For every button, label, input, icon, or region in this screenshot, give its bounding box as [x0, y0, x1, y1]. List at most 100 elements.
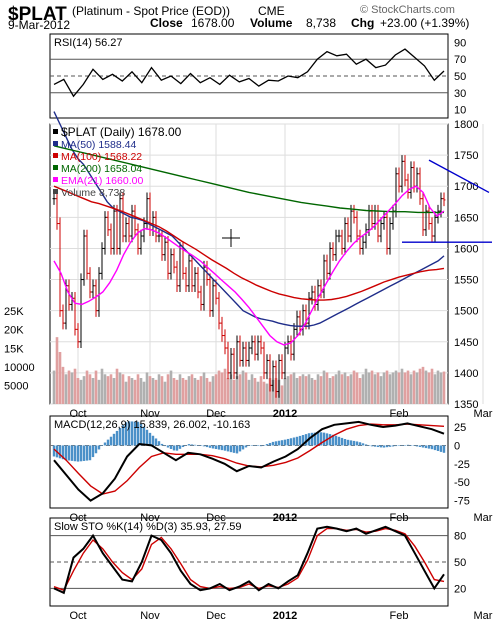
macd-histogram-bar [313, 432, 317, 446]
volume-bar [361, 374, 365, 404]
price-legend-entry: MA(50) 1588.44 [61, 139, 136, 151]
volume-bar [301, 374, 305, 404]
macd-histogram-bar [52, 445, 56, 457]
rsi-tick-label: 30 [454, 88, 466, 100]
volume-bar [370, 370, 374, 404]
macd-histogram-bar [337, 436, 341, 446]
macd-histogram-bar [259, 445, 263, 447]
price-tick-label: 1700 [454, 181, 478, 193]
macd-histogram-bar [97, 445, 101, 450]
volume-bar [358, 378, 362, 404]
volume-bar [163, 381, 167, 404]
volume-bar [154, 379, 158, 404]
volume-bar [103, 374, 107, 404]
macd-histogram-bar [256, 445, 260, 446]
macd-histogram-bar [91, 445, 95, 458]
volume-bar [178, 374, 182, 404]
volume-bar [175, 379, 179, 404]
rsi-tick-label: 70 [454, 54, 466, 66]
volume-label: Volume [250, 16, 293, 30]
volume-bar [352, 370, 356, 404]
volume-bar [415, 372, 419, 404]
volume-bar [169, 370, 173, 404]
macd-histogram-bar [109, 436, 113, 446]
volume-bar [184, 379, 188, 404]
price-tick-label: 1550 [454, 275, 478, 287]
volume-bar [385, 370, 389, 404]
volume-bar [304, 376, 308, 404]
volume-bar [253, 378, 257, 404]
macd-histogram-bar [73, 445, 77, 462]
macd-histogram-bar [253, 445, 257, 446]
volume-bar [79, 379, 83, 404]
macd-histogram-bar [154, 438, 158, 446]
volume-bar [430, 368, 434, 404]
close-value: 1678.00 [191, 16, 235, 30]
volume-bar [52, 370, 56, 404]
volume-bar [235, 376, 239, 404]
macd-histogram-bar [415, 445, 419, 447]
volume-bar [259, 376, 263, 404]
ma200-line [53, 145, 444, 214]
volume-bar [61, 366, 65, 404]
macd-line [53, 420, 445, 502]
volume-bar [394, 370, 398, 404]
volume-bar [106, 376, 110, 404]
macd-histogram-bar [58, 445, 62, 459]
close-label: Close [150, 16, 183, 30]
sto-k-line [53, 525, 445, 595]
macd-histogram-bar [76, 445, 80, 462]
sto-tick-label: 80 [454, 531, 466, 543]
volume-bar [121, 374, 125, 404]
macd-histogram-bar [412, 445, 416, 446]
macd-histogram-bar [304, 434, 308, 446]
x-tick-label: 2012 [273, 408, 297, 420]
chart-date: 9-Mar-2012 [8, 18, 70, 32]
volume-bar [220, 372, 224, 404]
macd-panel: -75 -50 -25 0 25 MACD(12,26,9) 15.839, 26.002… [49, 415, 470, 509]
volume-bar [157, 374, 161, 404]
macd-histogram-bar [223, 445, 227, 451]
volume-bar [388, 374, 392, 404]
volume-bar [313, 379, 317, 404]
macd-histogram-bar [127, 421, 131, 446]
volume-bar [295, 378, 299, 404]
macd-histogram-bar [235, 445, 239, 454]
volume-bar [400, 368, 404, 404]
volume-bar [286, 376, 290, 404]
macd-histogram-bar [289, 438, 293, 446]
legend-swatch [53, 177, 58, 182]
volume-bar [397, 372, 401, 404]
macd-histogram-bar [106, 439, 110, 446]
trendline-upper [428, 159, 490, 194]
price-legend-entry: Volume 8,738 [61, 187, 125, 199]
exchange-label: CME [258, 4, 285, 18]
macd-histogram-bar [274, 441, 278, 446]
volume-bar [229, 374, 233, 404]
volume-bar [118, 372, 122, 404]
price-tick-label: 1450 [454, 337, 478, 349]
macd-histogram-bar [169, 445, 173, 449]
price-legend-entry: MA(200) 1658.04 [61, 163, 142, 175]
macd-histogram-bar [124, 422, 128, 446]
volume-bar [292, 372, 296, 404]
macd-histogram-bar [196, 445, 200, 446]
volume-bar [382, 372, 386, 404]
macd-histogram-bar [121, 425, 125, 446]
macd-histogram-bar [130, 421, 134, 446]
volume-bar [226, 378, 230, 404]
volume-bar [211, 376, 215, 404]
volume-tick-label: 5000 [4, 380, 28, 392]
volume-bar [151, 378, 155, 404]
macd-histogram-bar [241, 445, 245, 450]
macd-histogram-bar [310, 432, 314, 446]
time-axis: Oct Nov Dec 2012 Feb Mar Oct Nov Dec 2012 Feb Mar Oc… [69, 408, 492, 622]
macd-histogram-bar [394, 445, 398, 447]
macd-histogram-bar [88, 445, 92, 461]
volume-bar [112, 378, 116, 404]
volume-bar [55, 337, 59, 404]
macd-histogram-bar [100, 445, 104, 446]
macd-histogram-bar [94, 445, 98, 454]
macd-histogram-bar [112, 433, 116, 446]
volume-bar [379, 376, 383, 404]
